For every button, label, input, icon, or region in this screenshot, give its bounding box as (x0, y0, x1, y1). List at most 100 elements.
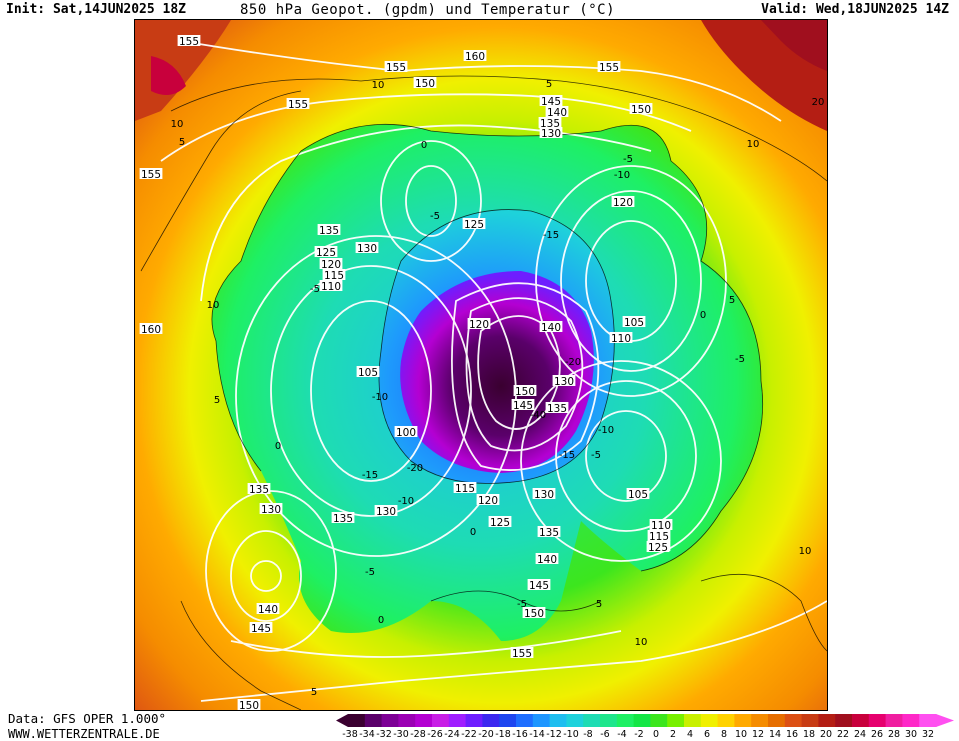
geopotential-label-text: 125 (464, 219, 484, 231)
legend-swatch (751, 714, 769, 727)
legend-tick-label: 6 (703, 729, 711, 740)
legend-tick-label: 24 (853, 729, 867, 740)
map-title: 850 hPa Geopot. (gpdm) und Temperatur (°… (240, 2, 616, 18)
legend-tick-label: 22 (836, 729, 850, 740)
legend-tick-label: -16 (512, 729, 528, 740)
geopotential-label-text: 155 (512, 648, 532, 660)
legend-swatch (616, 714, 635, 727)
geopotential-label: 110 (649, 519, 673, 532)
legend-tick-label: 32 (921, 729, 935, 740)
legend-arrow-left (336, 714, 348, 727)
temperature-label: -5 (517, 599, 527, 610)
temperature-label: 0 (421, 140, 427, 151)
geopotential-label-text: 130 (357, 243, 377, 255)
geopotential-label: 115 (322, 269, 346, 282)
legend-swatch (919, 714, 937, 727)
geopotential-label: 120 (611, 196, 635, 209)
temperature-label: 0 (470, 527, 476, 538)
temperature-label: -15 (543, 230, 559, 241)
legend-swatch (784, 714, 803, 727)
geopotential-label-text: 135 (249, 484, 269, 496)
geopotential-label: 155 (384, 61, 408, 74)
valid-time: Valid: Wed,18JUN2025 14Z (761, 2, 949, 17)
legend-tick-label: -32 (376, 729, 392, 740)
legend-tick-label: -22 (461, 729, 477, 740)
data-source: Data: GFS OPER 1.000° (8, 711, 167, 726)
legend-tick-label: -12 (546, 729, 562, 740)
legend-swatch (650, 714, 668, 727)
geopotential-label-text: 135 (319, 225, 339, 237)
legend-tick-label: -26 (427, 729, 443, 740)
geopotential-label: 135 (317, 224, 341, 237)
geopotential-label: 160 (139, 323, 163, 336)
legend-tick-label: 0 (652, 729, 660, 740)
legend-swatch (465, 714, 483, 727)
geopotential-label: 145 (527, 579, 551, 592)
geopotential-label: 120 (319, 258, 343, 271)
geopotential-label: 145 (249, 622, 273, 635)
geopotential-label-text: 160 (465, 51, 485, 63)
geopotential-label-text: 150 (524, 608, 544, 620)
legend-swatch (600, 714, 618, 727)
geopotential-label: 150 (413, 77, 437, 90)
temperature-label: 0 (700, 310, 706, 321)
geopotential-label: 125 (314, 246, 338, 259)
temperature-label: 0 (378, 615, 384, 626)
legend-tick-label: -30 (393, 729, 409, 740)
geopotential-label-text: 120 (469, 319, 489, 331)
temperature-label: -5 (365, 567, 375, 578)
geopotential-label: 125 (646, 541, 670, 554)
legend-swatch (885, 714, 903, 727)
temperature-label: -5 (430, 211, 440, 222)
legend-tick-label: 18 (802, 729, 816, 740)
temperature-label: -10 (372, 392, 388, 403)
legend-arrow-right (936, 714, 954, 727)
geopotential-label: 125 (488, 516, 512, 529)
geopotential-label: 135 (331, 512, 355, 525)
legend-swatch (868, 714, 887, 727)
geopotential-label: 120 (467, 318, 491, 331)
legend-swatch (667, 714, 685, 727)
geopotential-label: 130 (355, 242, 379, 255)
legend-tick-label: -4 (617, 729, 627, 740)
legend-tick-label: 4 (686, 729, 694, 740)
geopotential-label-text: 140 (541, 322, 561, 334)
geopotential-label-text: 115 (324, 270, 344, 282)
legend-swatch (432, 714, 450, 727)
geopotential-label: 150 (629, 103, 653, 116)
geopotential-label-text: 130 (541, 128, 561, 140)
legend-tick-label: 28 (887, 729, 901, 740)
geopotential-label-text: 110 (651, 520, 671, 532)
legend-swatch (532, 714, 551, 727)
temperature-label: -20 (565, 357, 581, 368)
legend-swatch (364, 714, 383, 727)
legend-swatch (633, 714, 651, 727)
legend-tick-label: -18 (495, 729, 511, 740)
legend-swatch (717, 714, 735, 727)
legend-swatch (549, 714, 567, 727)
geopotential-label: 145 (539, 95, 563, 108)
legend-swatch (583, 714, 601, 727)
geopotential-label-text: 135 (547, 403, 567, 415)
legend-swatch (448, 714, 467, 727)
geopotential-label-text: 150 (631, 104, 651, 116)
legend-tick-label: -20 (478, 729, 494, 740)
legend-tick-label: 16 (785, 729, 799, 740)
geopotential-label: 155 (139, 168, 163, 181)
website-credit: WWW.WETTERZENTRALE.DE (8, 727, 160, 741)
legend-tick-label: 12 (751, 729, 765, 740)
geopotential-label: 140 (256, 603, 280, 616)
legend-swatch (684, 714, 702, 727)
temperature-label: -10 (398, 496, 414, 507)
legend-swatch (734, 714, 752, 727)
geopotential-label-text: 145 (541, 96, 561, 108)
geopotential-label-text: 155 (288, 99, 308, 111)
geopotential-label: 150 (522, 607, 546, 620)
legend-tick-label: -34 (359, 729, 375, 740)
legend-swatch (415, 714, 433, 727)
geopotential-label: 150 (513, 385, 537, 398)
geopotential-label: 145 (511, 399, 535, 412)
temperature-label: 5 (311, 687, 317, 698)
temperature-label: 5 (179, 137, 185, 148)
geopotential-label-text: 105 (624, 317, 644, 329)
